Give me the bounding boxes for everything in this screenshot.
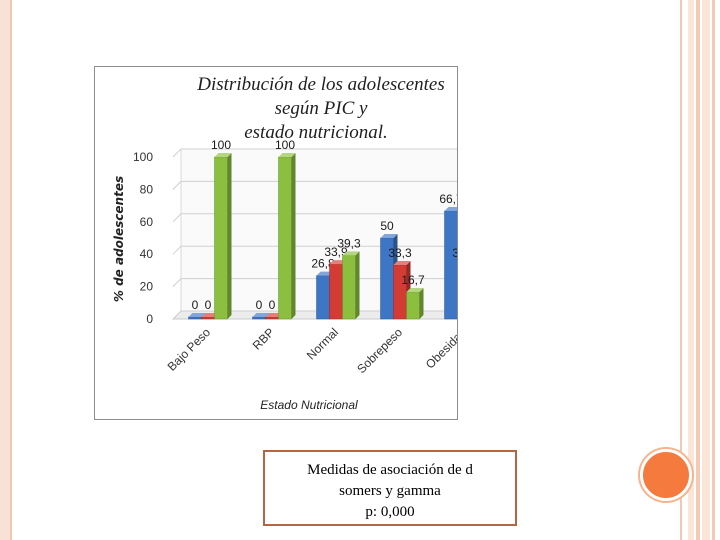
y-tick-label: 60 xyxy=(140,215,154,229)
bar-side xyxy=(419,287,424,319)
x-tick-label: Obesidad xyxy=(423,325,457,371)
bar xyxy=(278,156,292,320)
slide-frame xyxy=(10,0,682,540)
bar-side xyxy=(291,153,296,319)
bar-top xyxy=(342,251,360,256)
data-label: 33,3 xyxy=(452,246,457,260)
bar-top xyxy=(444,206,457,211)
left-decor-bar xyxy=(0,0,10,540)
y-tick-label: 80 xyxy=(140,182,154,196)
caption-box: Medidas de asociación de d somers y gamm… xyxy=(263,450,517,526)
gridline xyxy=(172,213,457,223)
bar xyxy=(265,316,279,320)
bar-side xyxy=(355,251,360,319)
caption-line-3: p: 0,000 xyxy=(365,504,415,520)
data-label: 33,9 xyxy=(324,245,348,259)
bar-top xyxy=(214,153,232,157)
y-axis-label: % de adolescentes xyxy=(112,176,126,302)
bar xyxy=(188,316,202,320)
x-tick-label: Bajo Peso xyxy=(165,325,214,374)
caption-line-1: Medidas de asociación de d xyxy=(307,462,473,478)
y-tick-label: 100 xyxy=(133,150,153,164)
y-tick-label: 0 xyxy=(146,312,153,326)
bar xyxy=(201,316,215,320)
bar xyxy=(406,291,420,320)
bar xyxy=(252,316,266,320)
gridline xyxy=(172,180,457,190)
chart-title-line-2: estado nutricional. xyxy=(244,122,388,143)
bar xyxy=(214,156,228,320)
data-label: 0 xyxy=(192,298,199,312)
data-label: 0 xyxy=(269,298,276,312)
bar xyxy=(444,210,457,320)
data-label: 26,8 xyxy=(311,257,335,271)
x-tick-label: Sobrepeso xyxy=(354,325,405,376)
bar-top xyxy=(278,153,296,157)
data-label: 0 xyxy=(256,298,263,312)
gridline xyxy=(172,148,457,158)
data-label: 33,3 xyxy=(388,246,412,260)
data-label: 100 xyxy=(211,138,231,152)
x-axis-label: Estado Nutricional xyxy=(260,398,358,412)
bar-top xyxy=(406,287,424,292)
right-decor-stripes xyxy=(688,0,720,540)
data-label: 39,3 xyxy=(337,236,361,250)
bar-top xyxy=(380,234,398,238)
bar xyxy=(342,255,356,320)
bar-top xyxy=(188,313,206,317)
data-label: 50 xyxy=(380,219,394,233)
x-tick-label: RBP xyxy=(250,325,277,352)
bar-top xyxy=(393,261,411,266)
x-tick-label: Normal xyxy=(304,325,341,362)
chart-title: Distribución de los adolescentes según P… xyxy=(95,73,457,145)
decor-circle xyxy=(640,449,692,501)
bar xyxy=(316,275,330,320)
data-label: 16,7 xyxy=(401,273,425,287)
chart-container: Distribución de los adolescentes según P… xyxy=(94,66,458,420)
data-label: 0 xyxy=(205,298,212,312)
y-tick-label: 40 xyxy=(140,247,154,261)
y-tick-label: 20 xyxy=(140,280,154,294)
data-label: 100 xyxy=(275,138,295,152)
bar-top xyxy=(252,313,270,317)
bar-chart: 0 20 40 60 80 100 % de adolescentes Estado Nutr… xyxy=(112,138,457,412)
chart-title-line-1: Distribución de los adolescentes según P… xyxy=(197,74,445,119)
caption-line-2: somers y gamma xyxy=(339,483,441,499)
bar-side xyxy=(227,153,232,319)
data-label: 66,7 xyxy=(439,192,457,206)
bar xyxy=(329,263,343,320)
